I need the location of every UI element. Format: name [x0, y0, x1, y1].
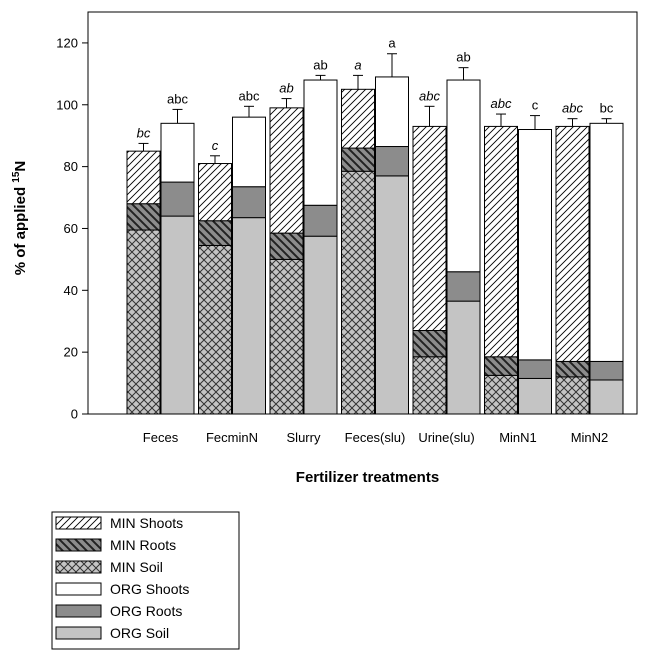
min-soil-bar — [341, 170, 375, 415]
legend-swatch — [55, 604, 102, 618]
legend-label: ORG Shoots — [110, 581, 189, 597]
org-roots-bar — [375, 146, 409, 177]
min-roots-bar — [126, 203, 161, 231]
org-soil-bar — [303, 235, 338, 415]
org-significance-label: ab — [456, 50, 470, 65]
legend-swatch — [55, 538, 102, 552]
org-roots-bar — [446, 271, 481, 302]
legend-label: MIN Shoots — [110, 515, 183, 531]
org-roots-bar — [518, 359, 552, 379]
min-roots-bar — [484, 356, 518, 376]
org-shoots-bar — [589, 122, 624, 362]
y-tick-label: 120 — [56, 35, 78, 50]
legend-label: ORG Roots — [110, 603, 182, 619]
org-soil-bar — [232, 217, 266, 415]
min-roots-bar — [555, 360, 590, 378]
legend: MIN Shoots MIN Roots MIN Soil ORG Shoots ORG… — [51, 511, 240, 650]
org-roots-bar — [303, 204, 338, 237]
y-axis-title: % of applied 15N — [11, 161, 29, 275]
min-soil-bar — [555, 376, 590, 415]
min-shoots-bar — [412, 125, 447, 332]
min-significance-label: abc — [419, 88, 440, 103]
org-soil-bar — [589, 379, 624, 415]
org-roots-bar — [232, 186, 266, 219]
y-tick-label: 100 — [56, 97, 78, 112]
org-shoots-bar — [160, 122, 195, 183]
org-significance-label: abc — [239, 88, 260, 103]
min-soil-bar — [412, 356, 447, 415]
min-roots-bar — [269, 232, 304, 260]
x-axis-title: Fertilizer treatments — [296, 469, 439, 486]
org-shoots-bar — [232, 116, 266, 188]
x-tick-label: Slurry — [287, 430, 321, 445]
labels: bcabcFecescabcFecminNababSlurryaaFeces(s… — [137, 36, 614, 445]
org-shoots-bar — [518, 129, 552, 361]
y-tick-label: 20 — [64, 345, 78, 360]
legend-swatch — [55, 626, 102, 640]
org-significance-label: bc — [600, 101, 614, 116]
org-shoots-bar — [375, 76, 409, 148]
min-significance-label: a — [354, 57, 361, 72]
org-soil-bar — [375, 175, 409, 415]
min-roots-bar — [412, 330, 447, 358]
y-tick-label: 40 — [64, 283, 78, 298]
org-significance-label: ab — [313, 57, 327, 72]
min-soil-bar — [198, 244, 232, 415]
min-shoots-bar — [126, 150, 161, 205]
org-significance-label: a — [388, 36, 396, 51]
min-roots-bar — [341, 147, 375, 172]
y-tick-label: 0 — [71, 407, 78, 422]
min-roots-bar — [198, 220, 232, 246]
min-soil-bar — [269, 258, 304, 415]
min-significance-label: bc — [137, 125, 151, 140]
min-significance-label: abc — [562, 101, 583, 116]
min-shoots-bar — [484, 125, 518, 358]
min-shoots-bar — [198, 163, 232, 222]
org-roots-bar — [589, 360, 624, 381]
x-tick-label: MinN1 — [499, 430, 537, 445]
bars — [126, 53, 624, 415]
x-tick-label: Feces — [143, 430, 179, 445]
y-tick-label: 60 — [64, 221, 78, 236]
org-soil-bar — [160, 215, 195, 415]
legend-label: ORG Soil — [110, 625, 169, 641]
min-significance-label: ab — [279, 81, 293, 96]
min-shoots-bar — [341, 88, 375, 149]
org-roots-bar — [160, 181, 195, 217]
org-shoots-bar — [446, 79, 481, 273]
min-shoots-bar — [555, 125, 590, 362]
min-shoots-bar — [269, 107, 304, 234]
legend-box — [51, 511, 240, 650]
org-soil-bar — [446, 300, 481, 415]
org-soil-bar — [518, 377, 552, 415]
legend-label: MIN Soil — [110, 559, 163, 575]
x-tick-label: Urine(slu) — [418, 430, 474, 445]
legend-label: MIN Roots — [110, 537, 176, 553]
min-significance-label: c — [212, 138, 219, 153]
org-significance-label: abc — [167, 91, 188, 106]
min-soil-bar — [126, 229, 161, 415]
x-tick-label: Feces(slu) — [345, 430, 406, 445]
x-tick-label: FecminN — [206, 430, 258, 445]
legend-swatch — [55, 582, 102, 596]
y-tick-label: 80 — [64, 159, 78, 174]
legend-swatch — [55, 560, 102, 574]
org-shoots-bar — [303, 79, 338, 206]
min-significance-label: abc — [491, 96, 512, 111]
legend-swatch — [55, 516, 102, 530]
org-significance-label: c — [532, 98, 539, 113]
x-tick-label: MinN2 — [571, 430, 609, 445]
min-soil-bar — [484, 374, 518, 415]
